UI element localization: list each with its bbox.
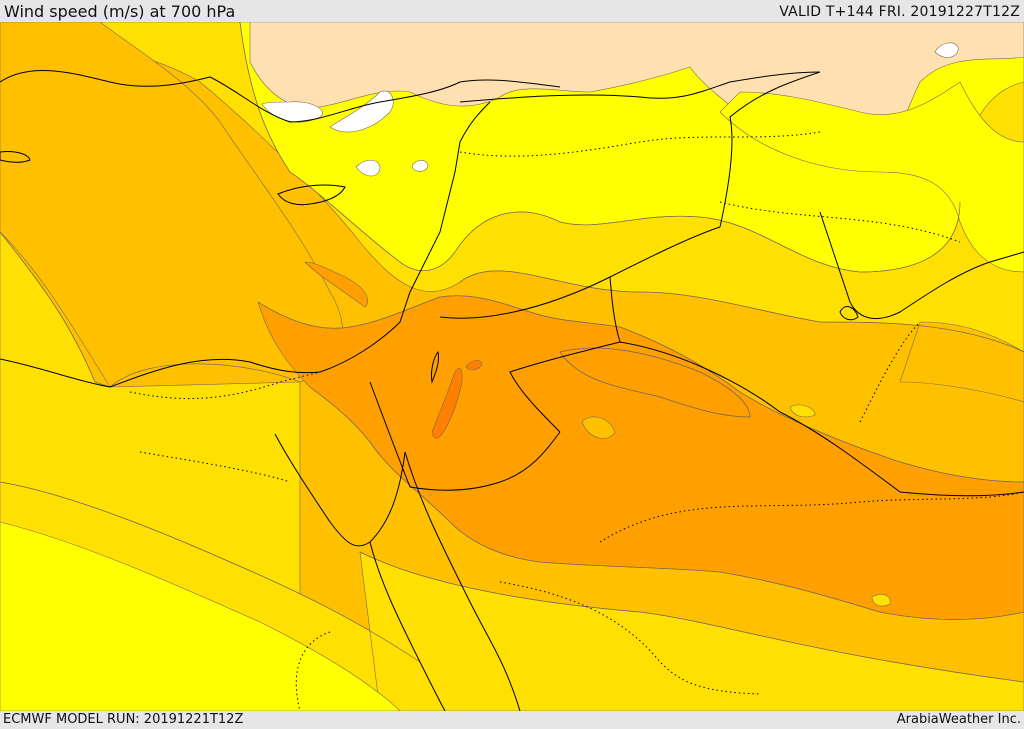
zone-yellow-southwest [0, 521, 401, 711]
border-syria-turkey [459, 71, 821, 103]
zone-orange-small-1 [304, 261, 368, 308]
map-title: Wind speed (m/s) at 700 hPa [4, 2, 236, 21]
contour-line-2 [0, 481, 421, 663]
header-bar: Wind speed (m/s) at 700 hPa VALID T+144 … [0, 0, 1024, 22]
coast-anatolia [0, 70, 561, 123]
border-dotted-8 [295, 631, 331, 711]
wind-speed-map [0, 22, 1024, 711]
coast-gulf [819, 211, 1024, 320]
islands [0, 151, 859, 321]
contour-line-3 [359, 551, 1024, 683]
border-iraq-syria [609, 276, 621, 343]
zone-dark-orange-jordan [431, 368, 463, 439]
zone-gold-patch-2 [871, 594, 891, 607]
border-iraq-saudi [509, 341, 1024, 497]
coast-sinai-suez [274, 433, 406, 547]
zone-light-orange-patch-1 [581, 416, 616, 439]
contour-line-7 [459, 270, 1024, 353]
border-dotted-7 [859, 321, 921, 423]
political-borders [369, 71, 1024, 497]
coast-red-sea-east [404, 451, 521, 711]
country-borders [129, 131, 1024, 711]
zone-white-2 [329, 90, 394, 133]
zone-yellow-east [719, 81, 1024, 273]
coast-red-sea [369, 541, 446, 711]
border-dotted-6 [499, 581, 761, 695]
contour-lines [0, 22, 1024, 683]
footer-bar: ECMWF MODEL RUN: 20191221T12Z ArabiaWeat… [0, 711, 1024, 729]
zone-dark-orange-small [465, 360, 483, 371]
island-crete [0, 151, 31, 163]
coast-dead-sea [431, 350, 439, 384]
island-cyprus [277, 184, 346, 206]
border-jordan-saudi [369, 381, 561, 491]
contour-line-4 [257, 295, 1024, 483]
contour-line-8 [559, 347, 751, 418]
zone-white-5 [934, 42, 959, 58]
contour-line-6 [239, 22, 961, 273]
zone-light-orange-west [0, 22, 343, 388]
border-dotted-4 [719, 201, 961, 243]
border-dotted-2 [139, 451, 291, 483]
border-iraq-iran [719, 71, 821, 228]
model-run: ECMWF MODEL RUN: 20191221T12Z [3, 712, 244, 727]
credit: ArabiaWeather Inc. [896, 712, 1021, 727]
island-bahrain [839, 306, 859, 321]
zone-white-4 [411, 160, 429, 172]
map-panel [0, 22, 1024, 711]
border-dotted-3 [459, 131, 821, 157]
contour-line-5 [309, 386, 1024, 620]
border-dotted-1 [129, 371, 321, 400]
zone-light-orange-northeast [899, 321, 1024, 403]
border-dotted-5 [599, 491, 1024, 543]
coast-mediterranean-south [0, 101, 491, 388]
coastlines [0, 70, 1024, 711]
zone-white-3 [355, 159, 381, 177]
valid-time: VALID T+144 FRI. 20191227T12Z [779, 4, 1020, 20]
zone-gold-patch-1 [789, 404, 816, 418]
